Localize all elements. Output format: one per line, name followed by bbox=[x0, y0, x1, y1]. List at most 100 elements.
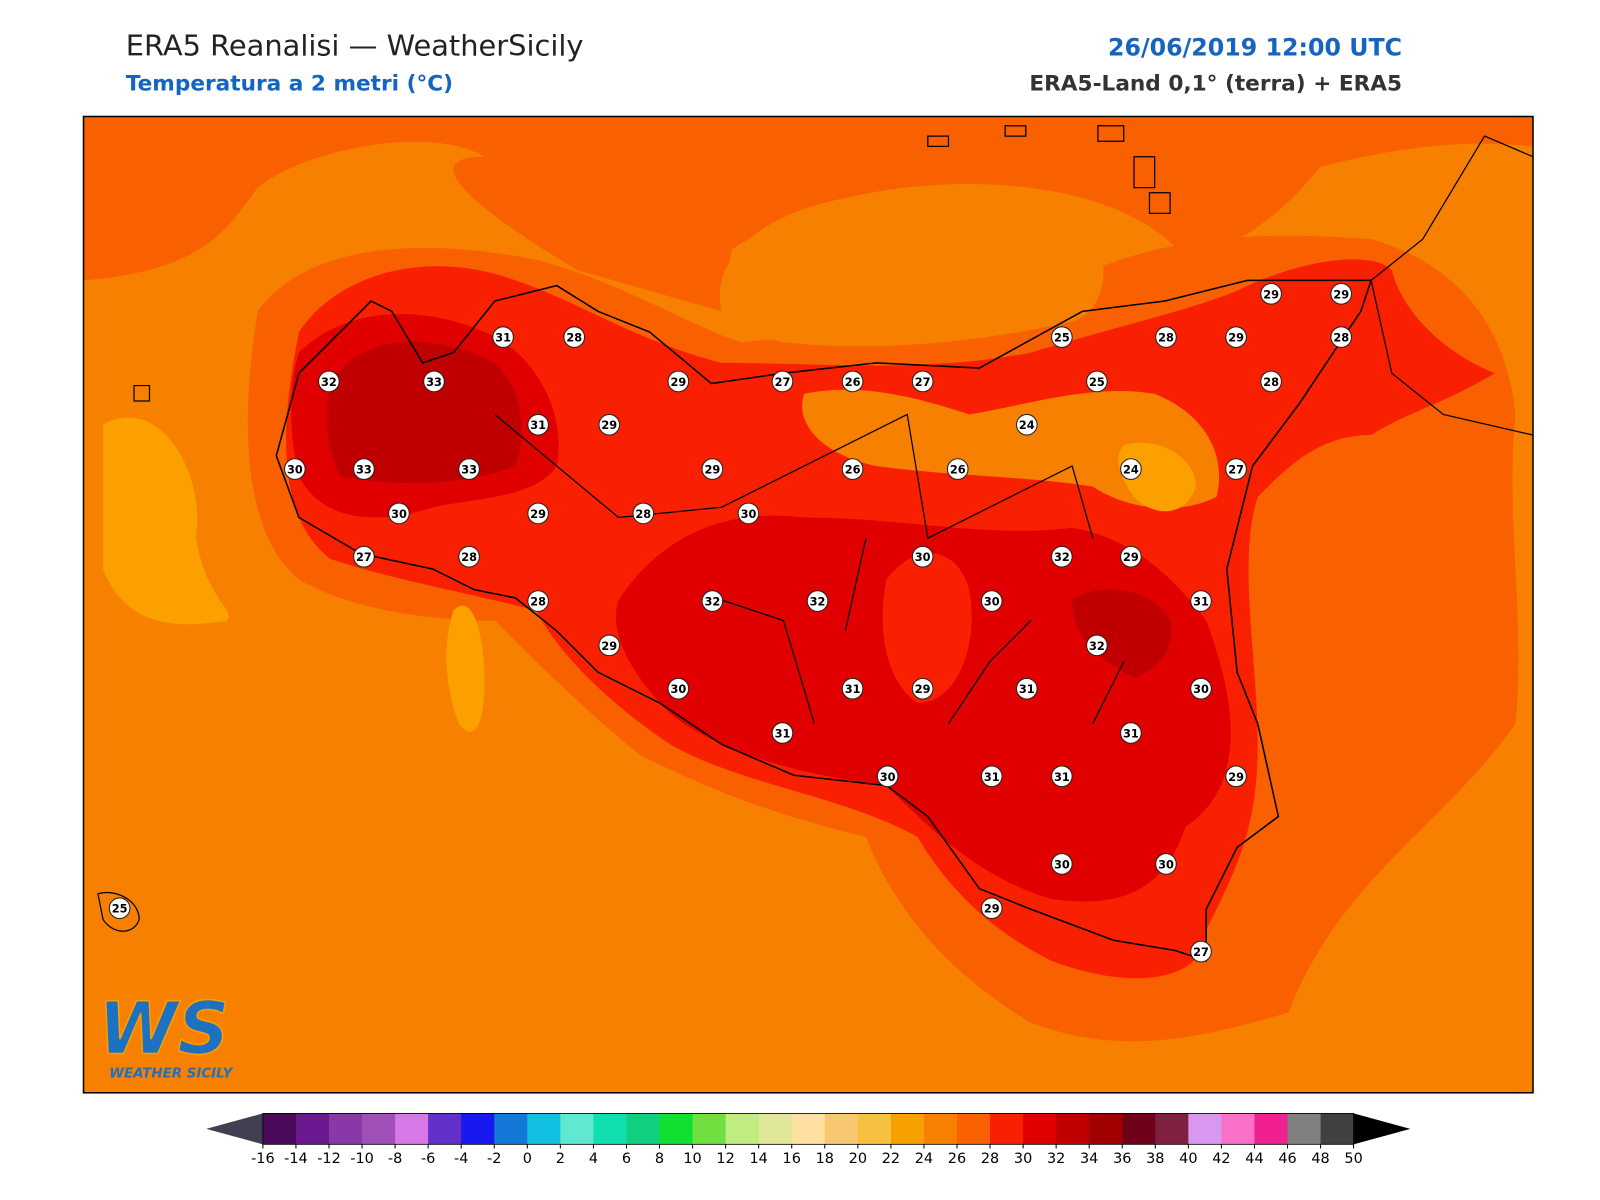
colorbar-swatch bbox=[593, 1113, 627, 1145]
station-value: 26 bbox=[950, 463, 966, 477]
station-marker bbox=[701, 458, 724, 480]
station-value: 33 bbox=[356, 463, 372, 477]
station-value: 30 bbox=[915, 550, 931, 564]
colorbar-swatch bbox=[1320, 1113, 1355, 1145]
temperature-field bbox=[83, 116, 1533, 1093]
station-marker bbox=[980, 897, 1003, 920]
station-value: 32 bbox=[1089, 639, 1105, 653]
colorbar-swatch bbox=[990, 1113, 1024, 1145]
station-marker bbox=[388, 502, 410, 525]
datetime: 26/06/2019 12:00 UTC bbox=[1108, 34, 1402, 62]
station-value: 25 bbox=[112, 902, 128, 916]
station-value: 31 bbox=[1019, 682, 1035, 696]
title: ERA5 Reanalisi — WeatherSicily bbox=[126, 29, 584, 63]
colorbar-tick-label: 44 bbox=[1245, 1151, 1263, 1167]
logo: WS WEATHER SICILY bbox=[97, 987, 233, 1081]
station-value: 30 bbox=[1158, 857, 1174, 871]
colorbar-tick-label: -10 bbox=[350, 1151, 374, 1167]
station-value: 26 bbox=[845, 463, 861, 477]
station-marker bbox=[841, 677, 864, 700]
colorbar-swatch bbox=[560, 1113, 594, 1145]
colorbar-over bbox=[1353, 1113, 1411, 1145]
station-marker bbox=[1051, 853, 1073, 875]
colorbar-tick-label: 30 bbox=[1014, 1151, 1032, 1167]
station-value: 31 bbox=[495, 331, 511, 345]
station-value: 29 bbox=[1228, 770, 1244, 784]
station-value: 25 bbox=[1054, 331, 1070, 345]
subtitle: Temperatura a 2 metri (°C) bbox=[126, 72, 453, 97]
station-marker bbox=[980, 590, 1003, 612]
colorbar-swatch bbox=[1122, 1113, 1156, 1145]
station-marker bbox=[1225, 458, 1247, 480]
station-marker bbox=[1225, 765, 1247, 788]
station-marker bbox=[1120, 458, 1142, 480]
station-marker bbox=[318, 370, 340, 393]
station-marker bbox=[1225, 326, 1247, 348]
station-value: 30 bbox=[391, 507, 407, 521]
station-value: 29 bbox=[704, 463, 720, 477]
colorbar-tick-label: 22 bbox=[882, 1151, 900, 1167]
station-value: 28 bbox=[1263, 375, 1279, 389]
colorbar-tick-label: 46 bbox=[1278, 1151, 1296, 1167]
station-value: 29 bbox=[915, 682, 931, 696]
station-marker bbox=[841, 458, 864, 480]
station-marker bbox=[1155, 853, 1177, 875]
station-marker bbox=[1120, 722, 1142, 744]
logo-text: WEATHER SICILY bbox=[109, 1066, 233, 1081]
station-marker bbox=[598, 413, 621, 436]
colorbar-tick-label: -4 bbox=[454, 1151, 468, 1167]
station-marker bbox=[911, 545, 934, 568]
station-marker bbox=[1260, 282, 1282, 305]
station-marker bbox=[632, 502, 655, 525]
colorbar-tick-label: 48 bbox=[1311, 1151, 1329, 1167]
station-marker bbox=[353, 545, 375, 568]
station-value: 28 bbox=[635, 507, 651, 521]
station-marker bbox=[1120, 545, 1142, 568]
colorbar-swatch bbox=[1056, 1113, 1090, 1145]
station-value: 31 bbox=[1193, 595, 1209, 609]
station-marker bbox=[667, 370, 690, 393]
colorbar-tick-label: 34 bbox=[1080, 1151, 1098, 1167]
logo-mark: WS bbox=[98, 988, 230, 1072]
colorbar-swatch bbox=[659, 1113, 694, 1145]
station-value: 32 bbox=[321, 375, 337, 389]
colorbar-swatch bbox=[824, 1113, 859, 1145]
station-marker bbox=[1051, 326, 1073, 348]
colorbar-swatch bbox=[328, 1113, 363, 1145]
station-value: 29 bbox=[1263, 287, 1279, 301]
source: ERA5-Land 0,1° (terra) + ERA5 bbox=[1029, 72, 1402, 97]
station-marker bbox=[841, 370, 864, 393]
station-value: 29 bbox=[530, 507, 546, 521]
colorbar: -16 -14 -12 -10 -8 -6 -4 -2 0 2 4 6 8 10 12 14 16 18 20 22 2… bbox=[206, 1112, 1411, 1167]
colorbar-tick-label: 26 bbox=[948, 1151, 966, 1167]
colorbar-tick-label: -16 bbox=[251, 1151, 275, 1167]
station-marker bbox=[527, 502, 549, 525]
station-marker bbox=[946, 458, 969, 480]
colorbar-swatch bbox=[791, 1113, 826, 1145]
colorbar-swatch bbox=[262, 1113, 297, 1145]
colorbar-tick-label: -6 bbox=[421, 1151, 435, 1167]
colorbar-tick-label: 10 bbox=[683, 1151, 701, 1167]
station-value: 27 bbox=[915, 375, 931, 389]
station-marker bbox=[1190, 677, 1212, 700]
station-marker bbox=[1155, 326, 1177, 348]
colorbar-swatch bbox=[1023, 1113, 1057, 1145]
colorbar-tick-label: 50 bbox=[1344, 1151, 1362, 1167]
station-marker bbox=[1330, 282, 1353, 305]
station-marker bbox=[1330, 326, 1353, 348]
station-value: 29 bbox=[670, 375, 686, 389]
station-marker bbox=[1086, 370, 1108, 393]
station-marker bbox=[1190, 590, 1212, 612]
colorbar-tick-label: 0 bbox=[523, 1151, 532, 1167]
station-value: 31 bbox=[775, 727, 791, 741]
station-value: 30 bbox=[880, 770, 896, 784]
station-marker bbox=[911, 370, 934, 393]
colorbar-tick-label: 6 bbox=[622, 1151, 631, 1167]
colorbar-swatch bbox=[461, 1113, 495, 1145]
station-value: 29 bbox=[1123, 550, 1139, 564]
colorbar-tick-label: 4 bbox=[589, 1151, 598, 1167]
colorbar-swatch bbox=[1155, 1113, 1189, 1145]
station-marker bbox=[1051, 545, 1073, 568]
